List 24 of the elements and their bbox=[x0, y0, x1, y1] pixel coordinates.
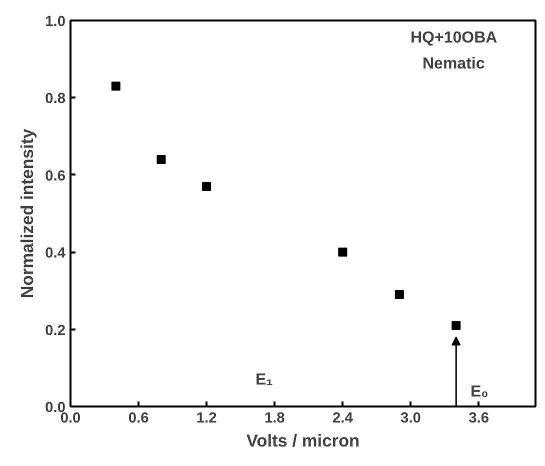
x-tick-label: 0.0 bbox=[60, 410, 81, 426]
point bbox=[156, 154, 166, 164]
annotation: Nematic bbox=[422, 56, 485, 72]
annotation: E₁ bbox=[256, 372, 274, 388]
y-tick-label: 0.6 bbox=[45, 168, 66, 184]
point bbox=[111, 82, 120, 91]
point bbox=[202, 182, 212, 191]
annotation: E₀ bbox=[470, 384, 488, 400]
point bbox=[394, 290, 404, 300]
annotation: HQ+10OBA bbox=[410, 30, 498, 46]
point bbox=[452, 320, 461, 330]
x-tick-label: 1.8 bbox=[264, 410, 285, 426]
y-tick-label: 0.4 bbox=[45, 246, 66, 262]
x-tick-label: 3.6 bbox=[468, 410, 489, 426]
x-tick-label: 2.4 bbox=[332, 410, 354, 426]
x-tick-label: 1.2 bbox=[196, 410, 217, 426]
y-tick-label: 0.8 bbox=[45, 91, 66, 108]
x-axis-title: Volts / micron bbox=[246, 430, 360, 450]
point bbox=[338, 248, 348, 257]
y-tick-label: 0.2 bbox=[45, 322, 66, 339]
y-tick-label: 1.0 bbox=[45, 14, 66, 30]
x-tick-label: 0.6 bbox=[128, 410, 149, 426]
x-tick-label: 3.0 bbox=[400, 410, 421, 426]
y-axis-title: Normalized intensity bbox=[17, 128, 38, 298]
